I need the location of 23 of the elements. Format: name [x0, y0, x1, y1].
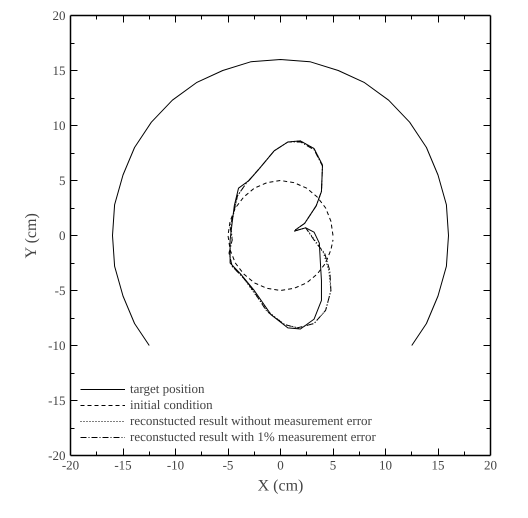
x-tick-label: -15: [114, 458, 132, 472]
y-tick-label: 5: [59, 173, 66, 188]
y-tick-label: -20: [48, 448, 66, 463]
y-tick-label: -15: [48, 393, 66, 408]
y-tick-label: 20: [52, 8, 66, 23]
x-tick-label: -10: [166, 458, 184, 472]
legend-label: target position: [130, 381, 205, 397]
legend-label: reconstucted result without measurement error: [130, 413, 372, 429]
y-tick-label: -5: [54, 283, 66, 298]
legend-label: initial condition: [130, 397, 213, 413]
x-axis-title: X (cm): [258, 478, 304, 494]
y-axis-title: Y (cm): [23, 213, 40, 258]
x-tick-label: 10: [379, 458, 392, 472]
x-tick-label: 20: [484, 458, 497, 472]
y-tick-label: 10: [52, 118, 66, 133]
y-tick-label: -10: [48, 338, 66, 353]
x-tick-label: 5: [330, 458, 336, 472]
x-tick-label: 15: [432, 458, 444, 472]
y-tick-label: 15: [52, 63, 66, 78]
y-tick-label: 0: [59, 228, 66, 243]
x-tick-label: -5: [222, 458, 234, 472]
legend-label: reconstucted result with 1% measurement error: [130, 429, 376, 445]
x-tick-label: 0: [277, 458, 284, 472]
